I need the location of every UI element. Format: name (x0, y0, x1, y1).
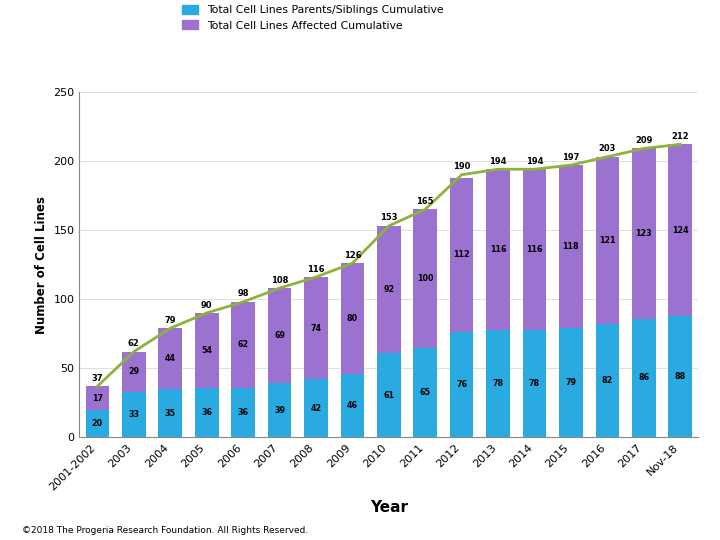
Text: 194: 194 (490, 157, 507, 166)
Text: 37: 37 (91, 374, 103, 383)
Text: 98: 98 (238, 289, 249, 299)
Text: 194: 194 (526, 157, 544, 166)
Text: 35: 35 (165, 409, 176, 418)
Bar (86, 386, 109, 410)
Bar (231, 302, 255, 388)
Bar (413, 348, 437, 437)
Text: 88: 88 (675, 372, 686, 381)
Bar (486, 329, 510, 437)
Bar (195, 313, 219, 388)
Text: 78: 78 (492, 379, 503, 388)
Text: ©2018 The Progeria Research Foundation. All Rights Reserved.: ©2018 The Progeria Research Foundation. … (22, 525, 308, 535)
Text: Number Of Cell Lines By Year: Number Of Cell Lines By Year (131, 21, 589, 49)
Text: 17: 17 (92, 394, 103, 402)
Text: 78: 78 (529, 379, 540, 388)
Bar (377, 226, 400, 353)
Text: 124: 124 (672, 226, 688, 234)
Text: 36: 36 (238, 408, 248, 417)
X-axis label: Year: Year (370, 501, 408, 515)
Text: 62: 62 (128, 339, 140, 348)
Text: 76: 76 (456, 380, 467, 389)
Text: 190: 190 (453, 163, 470, 171)
Text: 80: 80 (347, 314, 358, 323)
Text: 29: 29 (128, 367, 140, 376)
Text: 116: 116 (490, 245, 506, 254)
Legend: Total Cell Lines Parents/Siblings Cumulative, Total Cell Lines Affected Cumulati: Total Cell Lines Parents/Siblings Cumula… (178, 1, 448, 35)
Text: 197: 197 (562, 153, 580, 161)
Bar (523, 329, 546, 437)
Text: 100: 100 (417, 274, 433, 283)
Text: 108: 108 (271, 275, 288, 285)
Bar (523, 169, 546, 329)
Text: 116: 116 (307, 265, 325, 274)
Bar (268, 383, 292, 437)
Text: 54: 54 (201, 346, 212, 355)
Text: 112: 112 (454, 251, 470, 259)
Text: 44: 44 (165, 354, 176, 363)
Bar (268, 288, 292, 383)
Text: 123: 123 (636, 229, 652, 238)
Bar (559, 328, 582, 437)
Bar (595, 157, 619, 324)
Bar (304, 277, 328, 379)
Text: 165: 165 (416, 197, 434, 206)
Bar (341, 263, 364, 374)
Bar (632, 148, 656, 319)
Bar (195, 388, 219, 437)
Text: 82: 82 (602, 376, 613, 385)
Text: 153: 153 (380, 213, 397, 222)
Text: 118: 118 (562, 242, 579, 251)
Bar (304, 379, 328, 437)
Text: 86: 86 (638, 374, 649, 382)
Y-axis label: Number of Cell Lines: Number of Cell Lines (35, 195, 48, 334)
Text: 92: 92 (383, 285, 395, 294)
Text: 39: 39 (274, 406, 285, 415)
Bar (122, 352, 145, 392)
Text: 79: 79 (565, 379, 577, 387)
Bar (668, 144, 692, 316)
Bar (559, 165, 582, 328)
Text: 69: 69 (274, 332, 285, 340)
Text: 116: 116 (526, 245, 543, 254)
Bar (450, 178, 474, 332)
Text: 121: 121 (599, 236, 616, 245)
Bar (595, 324, 619, 437)
Bar (632, 319, 656, 437)
Bar (341, 374, 364, 437)
Bar (231, 388, 255, 437)
Text: 79: 79 (164, 316, 176, 325)
Bar (122, 392, 145, 437)
Text: 203: 203 (598, 144, 616, 153)
Bar (486, 169, 510, 329)
Bar (450, 332, 474, 437)
Text: 36: 36 (201, 408, 212, 417)
Text: 90: 90 (201, 301, 212, 309)
Text: 42: 42 (310, 404, 322, 413)
Text: 212: 212 (671, 132, 689, 141)
Bar (413, 210, 437, 348)
Bar (668, 316, 692, 437)
Text: 33: 33 (128, 410, 140, 419)
Bar (86, 410, 109, 437)
Text: 126: 126 (343, 251, 361, 260)
Bar (377, 353, 400, 437)
Text: 20: 20 (92, 419, 103, 428)
Text: 209: 209 (635, 136, 652, 145)
Text: 46: 46 (347, 401, 358, 410)
Text: 74: 74 (310, 323, 321, 333)
Bar (158, 389, 182, 437)
Text: 62: 62 (238, 340, 248, 349)
Text: 61: 61 (383, 391, 395, 400)
Text: 65: 65 (420, 388, 431, 397)
Bar (158, 328, 182, 389)
